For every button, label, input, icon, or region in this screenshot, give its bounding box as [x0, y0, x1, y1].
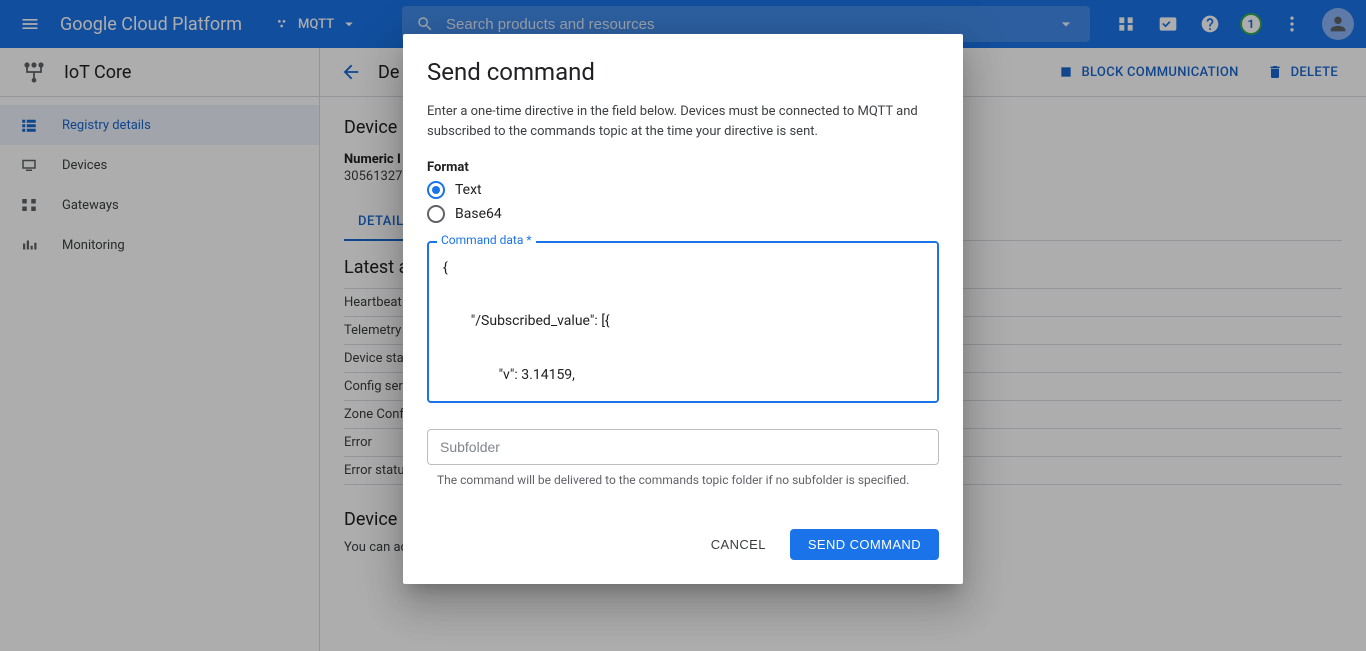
command-data-textarea[interactable]	[427, 241, 939, 403]
cancel-button[interactable]: CANCEL	[697, 529, 780, 560]
radio-label: Text	[455, 182, 482, 198]
send-command-button[interactable]: SEND COMMAND	[790, 529, 939, 560]
format-label: Format	[427, 160, 939, 175]
radio-icon	[427, 181, 445, 199]
dialog-actions: CANCEL SEND COMMAND	[427, 529, 939, 560]
subfolder-input[interactable]	[427, 429, 939, 465]
radio-label: Base64	[455, 206, 502, 222]
command-data-label: Command data *	[437, 233, 536, 247]
radio-icon	[427, 205, 445, 223]
radio-base64[interactable]: Base64	[427, 205, 939, 223]
command-data-field: Command data *	[427, 241, 939, 407]
send-command-dialog: Send command Enter a one-time directive …	[403, 34, 963, 584]
dialog-description: Enter a one-time directive in the field …	[427, 102, 939, 142]
radio-text[interactable]: Text	[427, 181, 939, 199]
dialog-title: Send command	[427, 58, 939, 86]
subfolder-help: The command will be delivered to the com…	[427, 473, 939, 487]
